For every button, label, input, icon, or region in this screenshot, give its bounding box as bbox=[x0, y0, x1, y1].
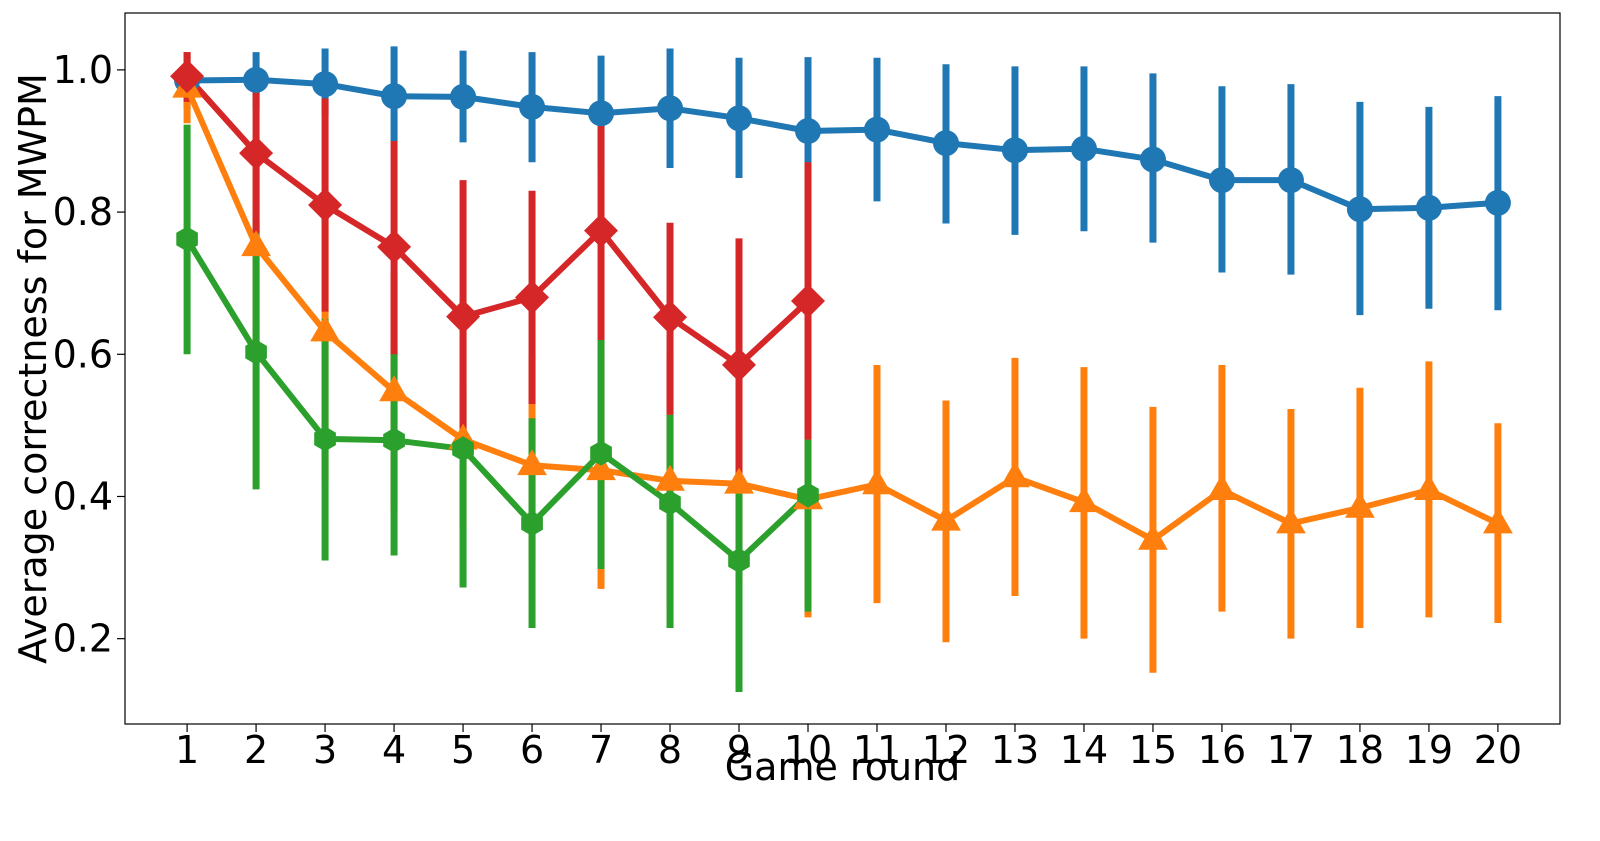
data-point-circle bbox=[795, 118, 822, 145]
data-point-triangle bbox=[931, 504, 961, 531]
x-tick-label: 9 bbox=[727, 728, 751, 772]
x-tick-label: 14 bbox=[1060, 728, 1108, 772]
x-tick-label: 10 bbox=[784, 728, 832, 772]
plot-area-frame bbox=[124, 12, 1561, 725]
data-markers bbox=[170, 59, 1513, 573]
data-point-circle bbox=[1070, 135, 1097, 162]
data-point-triangle bbox=[1138, 523, 1168, 550]
data-point-circle bbox=[1001, 137, 1028, 164]
data-point-triangle bbox=[655, 464, 685, 491]
x-tick-label: 16 bbox=[1198, 728, 1246, 772]
x-axis-ticks: 1 2 3 4 5 6 7 8 9 10 11 12 13 14 15 16 17 18 19 20 bbox=[175, 724, 1522, 772]
data-point-circle bbox=[726, 105, 753, 132]
data-point-triangle bbox=[1000, 461, 1030, 488]
y-tick-label: 0.4 bbox=[53, 474, 113, 518]
x-tick-label: 13 bbox=[991, 728, 1039, 772]
data-point-triangle bbox=[586, 454, 616, 481]
x-tick-label: 15 bbox=[1129, 728, 1177, 772]
data-point-hexagon bbox=[176, 226, 198, 252]
data-point-triangle bbox=[1414, 474, 1444, 500]
x-tick-label: 12 bbox=[922, 728, 970, 772]
data-point-circle bbox=[1415, 194, 1442, 221]
x-tick-label: 3 bbox=[313, 728, 337, 772]
data-point-triangle bbox=[517, 449, 547, 476]
data-point-circle bbox=[243, 66, 270, 93]
series-line bbox=[184, 236, 811, 564]
data-point-hexagon bbox=[728, 548, 750, 573]
x-tick-label: 6 bbox=[520, 728, 544, 772]
data-point-circle bbox=[312, 71, 339, 98]
data-point-triangle bbox=[1207, 474, 1237, 500]
data-point-circle bbox=[932, 130, 959, 157]
data-point-diamond bbox=[446, 299, 481, 334]
data-point-triangle bbox=[862, 468, 892, 495]
data-point-diamond bbox=[584, 213, 618, 248]
data-point-circle bbox=[1208, 167, 1235, 194]
data-point-hexagon bbox=[590, 440, 612, 466]
data-point-triangle bbox=[1345, 491, 1375, 518]
data-point-hexagon bbox=[245, 339, 267, 365]
x-tick-label: 11 bbox=[853, 728, 901, 772]
x-tick-label: 17 bbox=[1267, 728, 1315, 772]
data-point-hexagon bbox=[314, 426, 336, 452]
y-tick-label: 1.0 bbox=[53, 48, 113, 92]
data-point-diamond bbox=[653, 300, 687, 335]
x-tick-label: 4 bbox=[382, 728, 406, 772]
data-point-diamond bbox=[170, 59, 205, 94]
x-tick-label: 8 bbox=[658, 728, 682, 772]
data-point-triangle bbox=[1069, 486, 1099, 513]
data-point-circle bbox=[450, 83, 477, 110]
data-point-circle bbox=[519, 93, 546, 120]
data-point-diamond bbox=[308, 188, 343, 222]
y-tick-label: 0.2 bbox=[53, 617, 113, 661]
data-point-triangle bbox=[1276, 507, 1306, 534]
data-point-circle bbox=[1346, 196, 1373, 223]
x-tick-label: 1 bbox=[175, 728, 199, 772]
y-axis-ticks: 0.2 0.4 0.6 0.8 1.0 bbox=[53, 48, 125, 661]
data-point-circle bbox=[381, 83, 408, 110]
data-point-circle bbox=[863, 116, 890, 143]
data-point-triangle bbox=[724, 467, 754, 494]
x-tick-label: 2 bbox=[244, 728, 268, 772]
data-point-circle bbox=[657, 95, 684, 122]
data-point-circle bbox=[1484, 189, 1511, 216]
x-tick-label: 5 bbox=[451, 728, 475, 772]
data-point-hexagon bbox=[383, 427, 405, 453]
y-axis-label: Average correctness for MWPM bbox=[11, 73, 55, 664]
data-point-hexagon bbox=[452, 436, 474, 462]
x-axis-label: Game round bbox=[725, 745, 961, 789]
series-line bbox=[184, 73, 811, 368]
data-point-circle bbox=[1139, 146, 1166, 173]
x-tick-label: 20 bbox=[1474, 728, 1522, 772]
data-point-diamond bbox=[791, 284, 825, 318]
data-point-hexagon bbox=[797, 482, 819, 508]
data-point-diamond bbox=[515, 280, 549, 315]
data-point-circle bbox=[588, 100, 615, 127]
data-point-triangle bbox=[241, 230, 271, 257]
data-point-hexagon bbox=[521, 511, 543, 536]
data-point-circle bbox=[1277, 167, 1304, 194]
data-point-triangle bbox=[379, 375, 409, 402]
data-point-diamond bbox=[377, 229, 412, 264]
data-point-diamond bbox=[239, 136, 274, 171]
data-point-triangle bbox=[310, 315, 340, 342]
data-point-hexagon bbox=[659, 490, 681, 516]
x-tick-label: 18 bbox=[1336, 728, 1384, 772]
y-tick-label: 0.8 bbox=[53, 190, 113, 234]
y-tick-label: 0.6 bbox=[53, 332, 113, 376]
x-tick-label: 19 bbox=[1405, 728, 1453, 772]
x-tick-label: 7 bbox=[589, 728, 613, 772]
data-point-diamond bbox=[722, 347, 756, 382]
data-point-triangle bbox=[1483, 507, 1513, 534]
